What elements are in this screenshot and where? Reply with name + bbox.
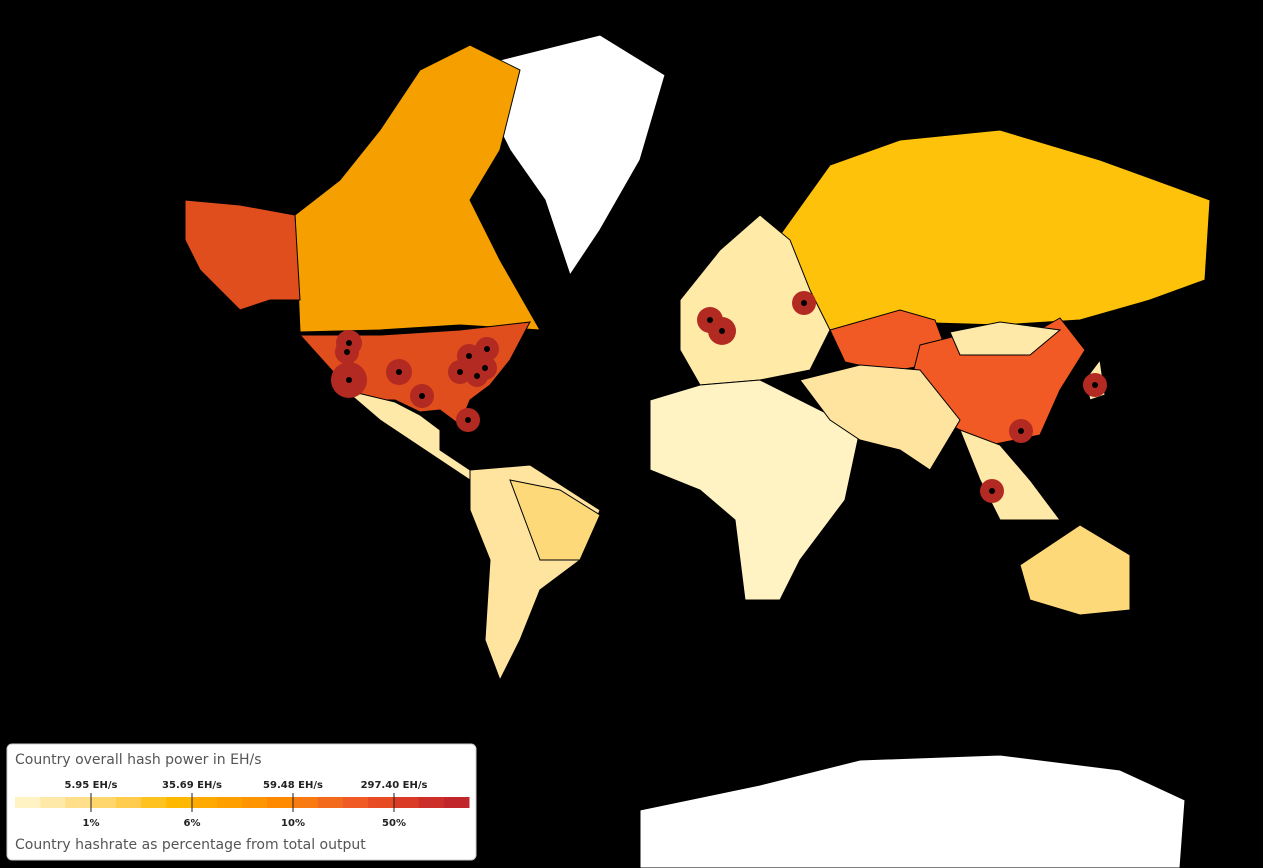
- site-dot: [719, 328, 725, 334]
- legend-title: Country overall hash power in EH/s: [15, 752, 261, 768]
- site-dot: [1018, 428, 1024, 434]
- site-dot: [1092, 382, 1098, 388]
- tick-percent-label: 1%: [83, 818, 100, 829]
- tick-value-label: 59.48 EH/s: [263, 780, 323, 791]
- scale-step: [317, 797, 344, 808]
- canada: [294, 44, 541, 333]
- scale-step: [242, 797, 268, 808]
- countries: [184, 34, 1211, 868]
- mining-sites: [331, 291, 1107, 503]
- site-dot: [457, 369, 463, 375]
- scale-step: [393, 797, 420, 808]
- scale-step: [216, 797, 243, 808]
- site-dot: [474, 373, 480, 379]
- scale-step: [15, 797, 41, 808]
- brazil: [509, 479, 601, 561]
- site-dot: [344, 349, 350, 355]
- site-dot: [989, 488, 995, 494]
- scale-step: [115, 797, 142, 808]
- scale-step: [267, 797, 293, 808]
- southeast-asia: [959, 429, 1061, 521]
- site-dot: [465, 417, 471, 423]
- scale-step: [418, 797, 445, 808]
- scale-step: [443, 797, 470, 808]
- scale-step: [166, 797, 193, 808]
- site-dot: [801, 300, 807, 306]
- australia: [1019, 524, 1131, 616]
- mongolia: [949, 321, 1062, 356]
- africa: [649, 379, 861, 601]
- tick-value-label: 35.69 EH/s: [162, 780, 222, 791]
- legend: Country overall hash power in EH/s Count…: [6, 743, 477, 861]
- site-dot: [396, 369, 402, 375]
- site-dot: [346, 377, 352, 383]
- antarctica: [639, 754, 1186, 868]
- scale-step: [292, 797, 319, 808]
- scale-step: [40, 797, 66, 808]
- scale-step: [342, 797, 369, 808]
- scale-step: [368, 797, 394, 808]
- site-dot: [466, 353, 472, 359]
- tick-percent-label: 6%: [184, 818, 201, 829]
- scale-step: [65, 797, 92, 808]
- site-dot: [482, 365, 488, 371]
- scale-step: [90, 797, 117, 808]
- legend-caption: Country hashrate as percentage from tota…: [15, 837, 366, 853]
- site-dot: [484, 346, 490, 352]
- scale-step: [141, 797, 167, 808]
- tick-percent-label: 10%: [281, 818, 305, 829]
- middle-east-india: [799, 364, 961, 471]
- site-dot: [707, 317, 713, 323]
- tick-value-label: 5.95 EH/s: [65, 780, 118, 791]
- tick-percent-label: 50%: [382, 818, 406, 829]
- tick-value-label: 297.40 EH/s: [361, 780, 428, 791]
- alaska: [184, 199, 301, 311]
- scale-step: [191, 797, 218, 808]
- site-dot: [419, 393, 425, 399]
- site-dot: [346, 340, 352, 346]
